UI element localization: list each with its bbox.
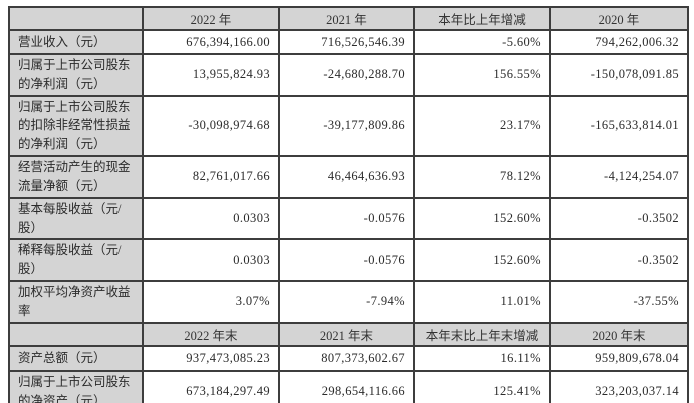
column-header-yearend-change: 本年末比上年末增减	[413, 321, 551, 347]
cell-value-2020: -0.3502	[549, 196, 689, 241]
row-label: 经营活动产生的现金流量净额（元）	[8, 154, 144, 199]
cell-value-2022: 82,761,017.66	[142, 154, 280, 199]
cell-value-2020: 959,809,678.04	[549, 344, 689, 372]
column-header-2022-end: 2022 年末	[142, 321, 280, 347]
financial-summary-table: 2022 年 2021 年 本年比上年增减 2020 年 营业收入（元） 676…	[8, 6, 689, 403]
cell-value-2022: 676,394,166.00	[142, 29, 280, 55]
row-label: 归属于上市公司股东的净利润（元）	[8, 53, 144, 97]
table-row-revenue: 营业收入（元） 676,394,166.00 716,526,546.39 -5…	[8, 29, 689, 55]
cell-value-change: 125.41%	[413, 369, 551, 403]
row-label: 归属于上市公司股东的净资产（元）	[8, 369, 144, 403]
cell-value-2022: -30,098,974.68	[142, 94, 280, 157]
cell-value-2020: 794,262,006.32	[549, 29, 689, 55]
cell-value-2022: 3.07%	[142, 279, 280, 324]
cell-value-change: 78.12%	[413, 154, 551, 199]
column-header-2020: 2020 年	[549, 6, 689, 31]
table-row-diluted-eps: 稀释每股收益（元/股） 0.0303 -0.0576 152.60% -0.35…	[8, 238, 689, 282]
cell-value-2020: -37.55%	[549, 279, 689, 324]
row-label: 归属于上市公司股东的扣除非经常性损益的净利润（元）	[8, 94, 144, 157]
cell-value-2021: 298,654,116.66	[278, 369, 415, 403]
cell-value-2022: 937,473,085.23	[142, 344, 280, 372]
column-header-empty	[8, 6, 144, 31]
row-label: 资产总额（元）	[8, 344, 144, 372]
cell-value-2022: 673,184,297.49	[142, 369, 280, 403]
table-row-net-assets: 归属于上市公司股东的净资产（元） 673,184,297.49 298,654,…	[8, 369, 689, 403]
table-row-net-profit-excl-nonrecurring: 归属于上市公司股东的扣除非经常性损益的净利润（元） -30,098,974.68…	[8, 94, 689, 157]
cell-value-2021: -39,177,809.86	[278, 94, 415, 157]
cell-value-2021: 716,526,546.39	[278, 29, 415, 55]
cell-value-change: 152.60%	[413, 196, 551, 241]
cell-value-2021: -7.94%	[278, 279, 415, 324]
cell-value-change: 156.55%	[413, 53, 551, 97]
cell-value-2022: 0.0303	[142, 238, 280, 282]
cell-value-2021: -0.0576	[278, 196, 415, 241]
cell-value-2020: -150,078,091.85	[549, 53, 689, 97]
row-label: 稀释每股收益（元/股）	[8, 238, 144, 282]
column-header-empty	[8, 321, 144, 347]
column-header-2021: 2021 年	[278, 6, 415, 31]
cell-value-2022: 0.0303	[142, 196, 280, 241]
cell-value-2020: -0.3502	[549, 238, 689, 282]
row-label: 加权平均净资产收益率	[8, 279, 144, 324]
column-header-2022: 2022 年	[142, 6, 280, 31]
cell-value-change: 16.11%	[413, 344, 551, 372]
cell-value-2022: 13,955,824.93	[142, 53, 280, 97]
cell-value-2020: 323,203,037.14	[549, 369, 689, 403]
cell-value-2021: -24,680,288.70	[278, 53, 415, 97]
table-row-net-profit: 归属于上市公司股东的净利润（元） 13,955,824.93 -24,680,2…	[8, 53, 689, 97]
cell-value-2021: -0.0576	[278, 238, 415, 282]
table-row-total-assets: 资产总额（元） 937,473,085.23 807,373,602.67 16…	[8, 344, 689, 372]
column-header-2020-end: 2020 年末	[549, 321, 689, 347]
column-header-yoy-change: 本年比上年增减	[413, 6, 551, 31]
table-row-basic-eps: 基本每股收益（元/股） 0.0303 -0.0576 152.60% -0.35…	[8, 196, 689, 241]
cell-value-change: 23.17%	[413, 94, 551, 157]
table-row-operating-cash-flow: 经营活动产生的现金流量净额（元） 82,761,017.66 46,464,63…	[8, 154, 689, 199]
cell-value-2020: -4,124,254.07	[549, 154, 689, 199]
cell-value-2020: -165,633,814.01	[549, 94, 689, 157]
cell-value-change: -5.60%	[413, 29, 551, 55]
table-header-row-year-end: 2022 年末 2021 年末 本年末比上年末增减 2020 年末	[8, 321, 689, 347]
cell-value-2021: 807,373,602.67	[278, 344, 415, 372]
row-label: 基本每股收益（元/股）	[8, 196, 144, 241]
table-header-row-annual: 2022 年 2021 年 本年比上年增减 2020 年	[8, 6, 689, 31]
column-header-2021-end: 2021 年末	[278, 321, 415, 347]
cell-value-change: 152.60%	[413, 238, 551, 282]
row-label: 营业收入（元）	[8, 29, 144, 55]
table-row-weighted-avg-roe: 加权平均净资产收益率 3.07% -7.94% 11.01% -37.55%	[8, 279, 689, 324]
cell-value-change: 11.01%	[413, 279, 551, 324]
cell-value-2021: 46,464,636.93	[278, 154, 415, 199]
